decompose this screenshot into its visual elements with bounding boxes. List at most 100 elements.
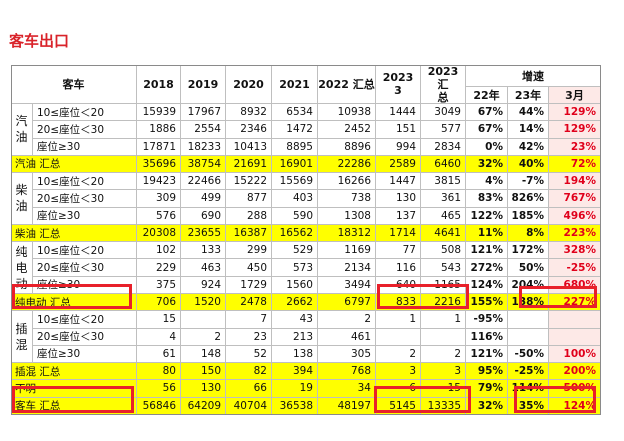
table-cell: 877 — [226, 190, 272, 208]
header-2023-total-line: 总 — [437, 90, 449, 104]
table-cell: 706 — [137, 293, 181, 312]
growth-cell: 32% — [466, 155, 508, 174]
group-label-diesel: 柴油 — [11, 173, 33, 225]
group-label-gas: 汽油 — [11, 104, 33, 156]
growth-cell: 124% — [549, 397, 601, 415]
table-cell: 16387 — [226, 224, 272, 243]
header-2021: 2021 — [272, 65, 318, 104]
table-cell: 8896 — [318, 138, 376, 156]
growth-cell: 200% — [549, 363, 601, 381]
growth-cell: 680% — [549, 276, 601, 294]
table-cell: 52 — [226, 345, 272, 364]
page-title: 客车出口 — [9, 32, 70, 50]
table-cell: 16901 — [272, 155, 318, 174]
table-cell: 6460 — [421, 155, 466, 174]
header-2020: 2020 — [226, 65, 272, 104]
row-label: 20≤座位＜30 — [33, 121, 137, 139]
table-cell: 1447 — [376, 173, 421, 191]
table-cell: 2134 — [318, 259, 376, 277]
table-cell: 394 — [272, 363, 318, 381]
table-cell: 40704 — [226, 397, 272, 415]
table-cell: 3 — [421, 363, 466, 381]
table-cell: 2216 — [421, 293, 466, 312]
growth-cell: 40% — [508, 155, 549, 174]
table-cell: 133 — [181, 242, 226, 260]
table-cell: 43 — [272, 311, 318, 329]
table-cell: 148 — [181, 345, 226, 364]
growth-cell: 83% — [466, 190, 508, 208]
table-cell: 3494 — [318, 276, 376, 294]
table-cell: 403 — [272, 190, 318, 208]
table-cell: 738 — [318, 190, 376, 208]
group-label-phev-line: 插 — [15, 321, 28, 336]
table-cell: 15569 — [272, 173, 318, 191]
growth-cell: 8% — [508, 224, 549, 243]
group-label-diesel-line: 油 — [15, 199, 28, 214]
header-growth: 增速 — [466, 65, 601, 87]
table-cell: 640 — [376, 276, 421, 294]
growth-cell: 172% — [508, 242, 549, 260]
table-cell: 499 — [181, 190, 226, 208]
growth-cell: 42% — [508, 138, 549, 156]
header-2023-total: 2023 汇总 — [421, 65, 466, 104]
growth-cell: 496% — [549, 207, 601, 225]
header-2023-mar-line: 2023 — [382, 71, 414, 84]
growth-cell: 72% — [549, 155, 601, 174]
table-cell: 375 — [137, 276, 181, 294]
table-cell: 36538 — [272, 397, 318, 415]
group-label-ev: 纯电动 — [11, 242, 33, 294]
growth-cell: 32% — [466, 397, 508, 415]
table-cell: 1 — [421, 311, 466, 329]
growth-cell: 44% — [508, 104, 549, 122]
growth-cell: -95% — [466, 311, 508, 329]
table-cell: 2 — [318, 311, 376, 329]
table-cell: 13335 — [421, 397, 466, 415]
growth-cell: 767% — [549, 190, 601, 208]
table-cell: 6534 — [272, 104, 318, 122]
table-cell: 2346 — [226, 121, 272, 139]
header-2023-mar: 2023 3 — [376, 65, 421, 104]
table-cell: 48197 — [318, 397, 376, 415]
table-cell — [181, 311, 226, 329]
table-cell: 6797 — [318, 293, 376, 312]
growth-cell — [549, 311, 601, 329]
table-cell: 66 — [226, 380, 272, 398]
group-label-gas-line: 油 — [15, 130, 28, 145]
growth-cell: 204% — [508, 276, 549, 294]
table-cell: 23 — [226, 328, 272, 346]
table-cell: 1520 — [181, 293, 226, 312]
table-cell: 508 — [421, 242, 466, 260]
growth-cell: 100% — [549, 345, 601, 364]
table-cell: 461 — [318, 328, 376, 346]
growth-cell: 826% — [508, 190, 549, 208]
growth-cell: 67% — [466, 121, 508, 139]
row-label: 20≤座位＜30 — [33, 259, 137, 277]
table-cell: 4641 — [421, 224, 466, 243]
table-cell: 1 — [376, 311, 421, 329]
growth-cell: 14% — [508, 121, 549, 139]
table-cell: 151 — [376, 121, 421, 139]
row-label: 座位≥30 — [33, 345, 137, 364]
table-cell: 77 — [376, 242, 421, 260]
growth-cell: 328% — [549, 242, 601, 260]
growth-cell: 138% — [508, 293, 549, 312]
growth-cell: 95% — [466, 363, 508, 381]
table-cell: 1714 — [376, 224, 421, 243]
table-cell: 2834 — [421, 138, 466, 156]
table-cell: 1886 — [137, 121, 181, 139]
table-cell: 21691 — [226, 155, 272, 174]
table-cell: 994 — [376, 138, 421, 156]
table-cell: 3049 — [421, 104, 466, 122]
header-2018: 2018 — [137, 65, 181, 104]
row-label: 座位≥30 — [33, 276, 137, 294]
header-growth-23: 23年 — [508, 87, 549, 104]
table-cell: 213 — [272, 328, 318, 346]
growth-cell: 23% — [549, 138, 601, 156]
growth-cell: -25% — [549, 259, 601, 277]
table-cell: 305 — [318, 345, 376, 364]
growth-cell: 155% — [466, 293, 508, 312]
table-cell: 573 — [272, 259, 318, 277]
table-cell: 137 — [376, 207, 421, 225]
growth-cell: 79% — [466, 380, 508, 398]
table-cell: 15 — [421, 380, 466, 398]
